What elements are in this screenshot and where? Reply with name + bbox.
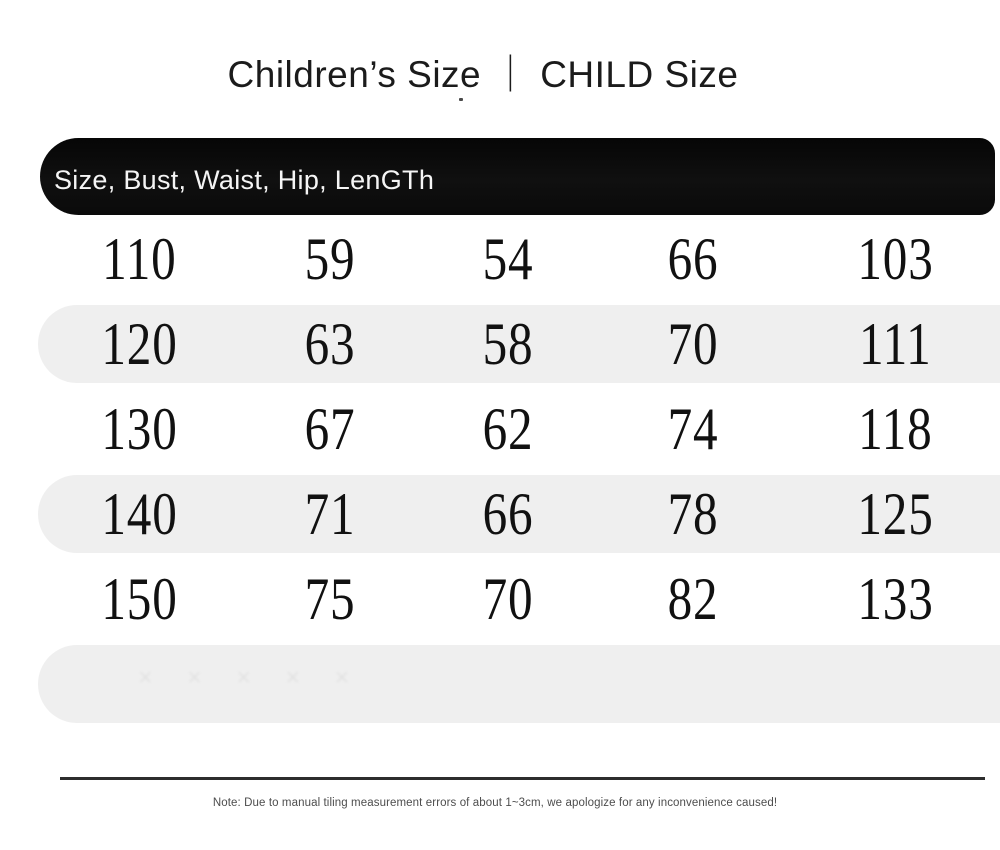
table-row: 110 59 54 66 103	[0, 216, 1000, 301]
cell-bust: 75	[304, 565, 355, 632]
cell-size: 150	[101, 565, 178, 632]
cell-hip: 70	[667, 310, 719, 377]
cell-bust: 67	[304, 395, 355, 462]
cell-length: 111	[859, 310, 932, 377]
table-header-bar: Size, Bust, Waist, Hip, LenGTh	[40, 138, 995, 215]
cell-waist: 58	[482, 310, 533, 377]
page-title: Children’s Size ｜ CHILD Size	[227, 54, 739, 95]
cell-waist: 66	[482, 480, 533, 547]
cell-waist: 62	[482, 395, 533, 462]
cell-hip: 78	[667, 480, 719, 547]
footer-divider-line	[60, 777, 985, 780]
table-row-empty: × × × × ×	[0, 641, 1000, 726]
cell-hip: 82	[667, 565, 719, 632]
table-row: 140 71 66 78 125	[0, 471, 1000, 556]
cell-bust: 71	[304, 480, 355, 547]
table-row: 120 63 58 70 111	[0, 301, 1000, 386]
cell-bust: 59	[304, 225, 355, 292]
cell-hip: 74	[667, 395, 719, 462]
cell-size: 120	[101, 310, 178, 377]
cell-size: 130	[101, 395, 178, 462]
cell-size: 140	[101, 480, 178, 547]
cell-waist: 54	[482, 225, 533, 292]
cell-hip: 66	[667, 225, 719, 292]
cell-waist: 70	[482, 565, 533, 632]
title-tick-mark	[459, 98, 463, 101]
table-row: 150 75 70 82 133	[0, 556, 1000, 641]
cell-bust: 63	[304, 310, 355, 377]
cell-length: 133	[857, 565, 934, 632]
ghost-row-text: × × × × ×	[138, 663, 364, 692]
cell-length: 125	[857, 480, 934, 547]
cell-size: 110	[102, 225, 177, 292]
footer-note: Note: Due to manual tiling measurement e…	[212, 797, 778, 809]
table-row: 130 67 62 74 118	[0, 386, 1000, 471]
cell-length: 103	[857, 225, 934, 292]
cell-length: 118	[858, 395, 933, 462]
table-header-label: Size, Bust, Waist, Hip, LenGTh	[54, 164, 435, 195]
